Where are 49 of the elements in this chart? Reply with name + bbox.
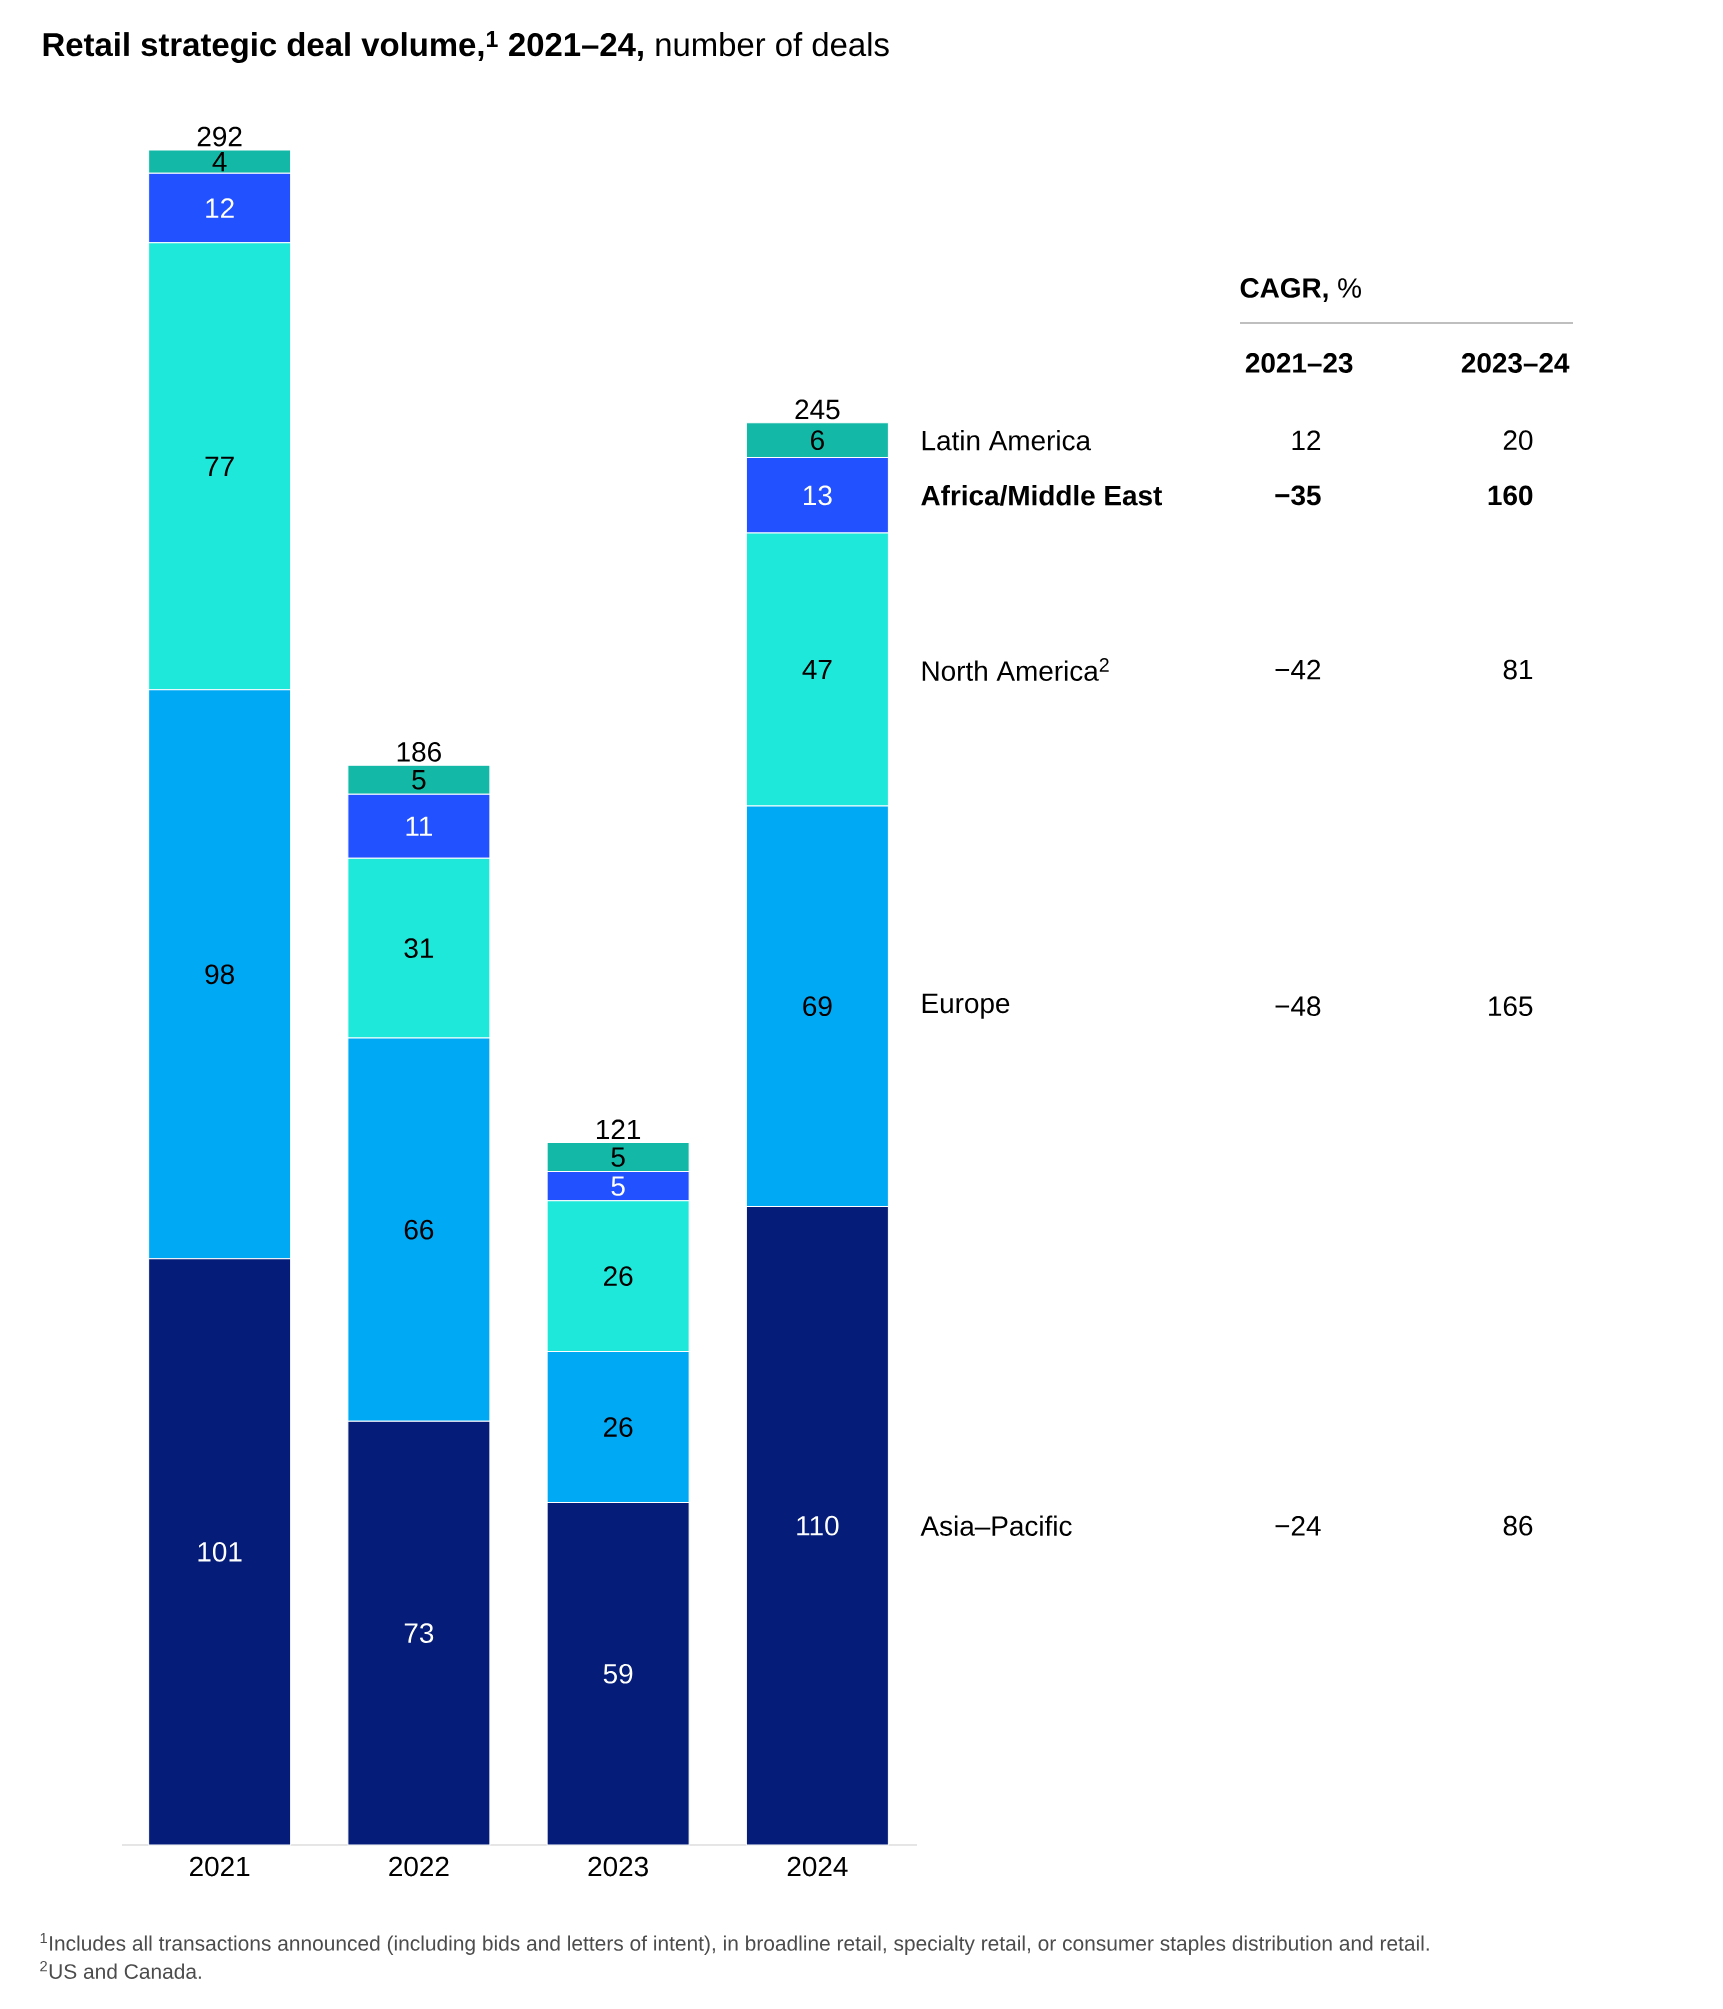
data-label: 12	[206, 198, 234, 218]
data-label: 6	[811, 430, 824, 451]
data-label: 26	[604, 1417, 633, 1437]
data-label: 101	[198, 1541, 242, 1562]
text: −24	[1275, 1516, 1321, 1536]
series-label: Africa/Middle East	[921, 485, 1162, 506]
series-label: North America$^{2}$	[922, 658, 1109, 681]
text: $^{2}$US and Canada.	[40, 1961, 201, 1979]
x-tick-label: 2021	[190, 1856, 250, 1877]
total-label: 292	[197, 126, 242, 147]
total-label: 186	[397, 742, 441, 762]
text: −42	[1275, 659, 1321, 680]
series-label: Latin America	[922, 429, 1092, 451]
series-label: Europe	[922, 993, 1010, 1019]
text: 20	[1503, 430, 1533, 451]
text: −48	[1275, 996, 1321, 1017]
text: 81	[1503, 659, 1533, 680]
x-tick-label: 2022	[389, 1856, 449, 1877]
data-label: 73	[404, 1623, 434, 1643]
text: −35	[1275, 485, 1321, 506]
text: 165	[1489, 996, 1533, 1017]
text: $^{1}$Includes all transactions announced (including bids and letters of intent), in broadline retail, specialty retail, or consumer staples distribution and retail.	[40, 1933, 1429, 1955]
data-label: 5	[611, 1147, 625, 1167]
data-label: 26	[604, 1266, 633, 1286]
text: 12	[1292, 430, 1321, 450]
data-label: 11	[406, 816, 432, 836]
data-label: 13	[803, 485, 832, 506]
text: CAGR, %	[1240, 278, 1361, 302]
text: 2023–24	[1461, 353, 1570, 373]
x-tick-label: 2023	[588, 1856, 648, 1877]
chart-title: Retail strategic deal volume,$^{1}$ 2021–24, number of deals	[43, 31, 889, 63]
data-label: 47	[802, 659, 832, 680]
data-label: 5	[412, 770, 426, 790]
data-label: 77	[205, 456, 234, 476]
data-label: 66	[404, 1219, 434, 1240]
data-label: 69	[803, 996, 832, 1017]
total-label: 245	[795, 399, 840, 420]
data-label: 59	[603, 1663, 633, 1684]
data-label: 4	[212, 152, 227, 172]
data-label: 5	[611, 1176, 625, 1196]
total-label: 121	[596, 1119, 641, 1140]
x-tick-label: 2024	[787, 1856, 848, 1877]
data-label: 110	[797, 1515, 839, 1536]
text: 2021–23	[1245, 353, 1353, 373]
data-label: 98	[205, 964, 234, 985]
data-label: 31	[404, 938, 434, 959]
text: 86	[1503, 1515, 1533, 1536]
text: 160	[1488, 485, 1533, 506]
series-label: Asia–Pacific	[920, 1515, 1072, 1536]
